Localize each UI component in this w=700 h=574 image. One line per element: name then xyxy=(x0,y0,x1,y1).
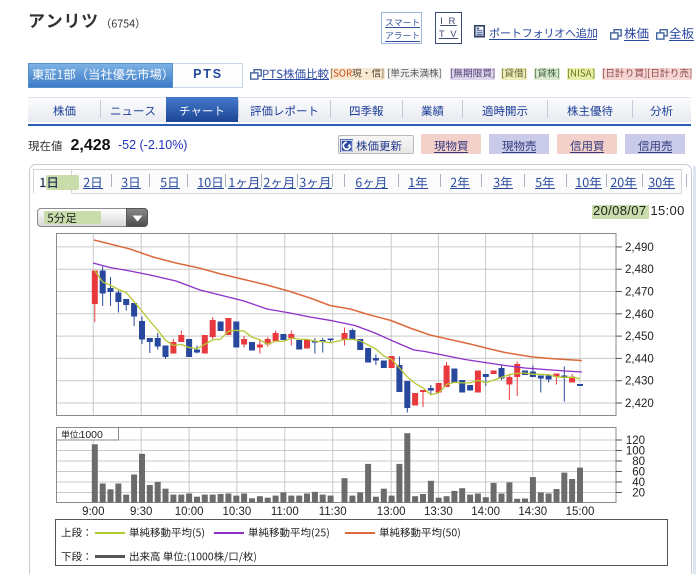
svg-text:13:00: 13:00 xyxy=(377,506,406,518)
svg-text:9:00: 9:00 xyxy=(82,506,104,518)
svg-text:2,460: 2,460 xyxy=(625,309,654,321)
svg-text:13:30: 13:30 xyxy=(424,506,453,518)
svg-text:2,420: 2,420 xyxy=(625,398,654,410)
svg-text:2,450: 2,450 xyxy=(625,331,654,343)
svg-text:10:30: 10:30 xyxy=(223,506,252,518)
svg-text:14:00: 14:00 xyxy=(471,506,500,518)
svg-text:40: 40 xyxy=(632,477,645,489)
svg-text:9:30: 9:30 xyxy=(130,506,152,518)
svg-text:2,470: 2,470 xyxy=(625,287,654,299)
svg-text:10:00: 10:00 xyxy=(175,506,204,518)
svg-text:14:30: 14:30 xyxy=(518,506,547,518)
svg-text:11:00: 11:00 xyxy=(271,506,299,518)
svg-text:60: 60 xyxy=(632,467,645,479)
svg-text:80: 80 xyxy=(632,456,645,468)
svg-text:11:30: 11:30 xyxy=(319,506,347,518)
svg-text:2,430: 2,430 xyxy=(625,376,654,388)
svg-text:15:00: 15:00 xyxy=(566,506,595,518)
svg-text:2,480: 2,480 xyxy=(625,264,654,276)
svg-text:100: 100 xyxy=(626,446,645,458)
svg-text:2,490: 2,490 xyxy=(625,242,654,254)
svg-text:2,440: 2,440 xyxy=(625,353,654,365)
svg-text:120: 120 xyxy=(626,435,645,447)
svg-text:20: 20 xyxy=(632,488,645,500)
